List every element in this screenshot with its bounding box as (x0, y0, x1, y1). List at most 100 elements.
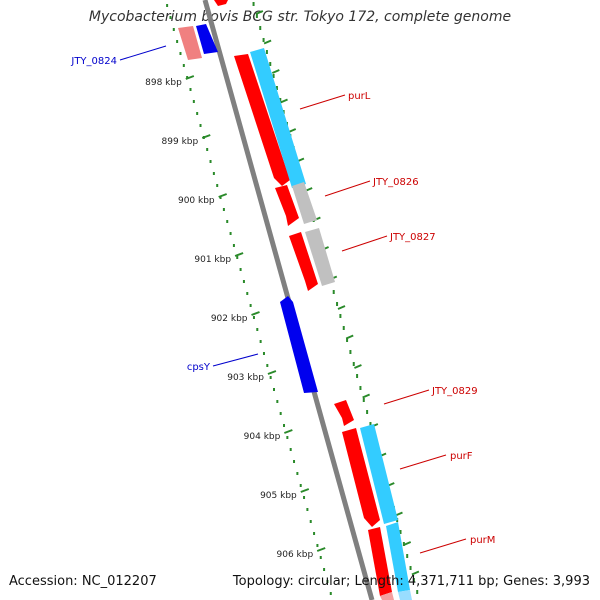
scale-dot (362, 398, 365, 402)
scale-dot (399, 530, 402, 534)
scale-dot (366, 410, 369, 414)
feature-purm-red (368, 527, 392, 596)
scale-dot (369, 422, 372, 426)
scale-label: 906 kbp (277, 550, 314, 560)
genome-summary-text: Topology: circular; Length: 4,371,711 bp… (232, 574, 590, 589)
scale-dot (309, 520, 312, 523)
scale-tick (201, 134, 211, 139)
scale-tick (271, 69, 280, 74)
scale-tick (362, 393, 371, 399)
scale-dot (316, 544, 319, 547)
scale-tick (288, 128, 297, 133)
scale-dot (272, 74, 275, 78)
scale-dot (349, 350, 352, 354)
scale-tick (263, 39, 272, 45)
scale-dot (346, 338, 349, 342)
scale-dot (299, 484, 302, 487)
scale-dot (256, 328, 259, 331)
leader-cpsy (212, 353, 259, 367)
scale-tick (354, 364, 362, 369)
scale-dot (249, 304, 252, 307)
scale-label: 904 kbp (244, 432, 281, 442)
scale-dot (406, 554, 409, 558)
leader-purf (399, 454, 447, 470)
scale-dot (196, 112, 199, 115)
scale-dot (252, 2, 255, 6)
scale-dot (206, 148, 209, 151)
scale-dot (293, 460, 296, 463)
scale-tick (218, 193, 228, 198)
scale-dot (252, 316, 255, 319)
scale-dot (416, 590, 419, 594)
leader-jty0824 (119, 45, 167, 61)
scale-dot (356, 374, 359, 378)
feature-jty0824-blue (196, 24, 218, 54)
scale-dot (272, 388, 275, 391)
gene-label-jty0824: JTY_0824 (70, 56, 117, 67)
scale-dot (172, 28, 175, 31)
leader-jty0827 (341, 235, 388, 252)
scale-dot (229, 232, 232, 235)
scale-dot (232, 244, 235, 247)
scale-dot (289, 448, 292, 451)
scale-dot (326, 580, 329, 583)
scale-dot (222, 208, 225, 211)
feature-purl-red (234, 54, 290, 186)
scale-dot (342, 326, 345, 330)
scale-dot (216, 184, 219, 187)
feature-purl-cyan (250, 48, 306, 188)
scale-dot (269, 376, 272, 379)
feature-jty0829-red (334, 400, 354, 426)
scale-dot (279, 412, 282, 415)
scale-dot (169, 16, 172, 19)
scale-tick (337, 305, 346, 310)
feature-purm-cyan (386, 522, 410, 592)
scale-dot (359, 386, 362, 390)
scale-dot (275, 86, 278, 90)
scale-dot (226, 220, 229, 223)
scale-label: 903 kbp (227, 373, 264, 383)
scale-dot (259, 26, 262, 30)
scale-dot (212, 172, 215, 175)
gene-label-purf: purF (450, 451, 473, 462)
gene-label-purl: purL (348, 91, 371, 102)
feature-jty0826-red (275, 185, 299, 226)
scale-dot (166, 4, 169, 7)
scale-dot (189, 88, 192, 91)
scale-dot (329, 592, 332, 595)
scale-tick (403, 541, 412, 546)
scale-label: 901 kbp (194, 255, 231, 265)
feature-jty0824-pink (178, 26, 202, 60)
scale-dot (409, 566, 412, 570)
scale-dot (219, 196, 222, 199)
scale-dot (279, 98, 282, 102)
scale-tick (251, 311, 260, 316)
gene-label-jty0827: JTY_0827 (389, 232, 436, 243)
scale-dot (319, 556, 322, 559)
feature-purm-lightcyan (398, 590, 412, 600)
scale-dot (199, 124, 202, 127)
scale-tick (345, 334, 354, 340)
leader-purl (299, 94, 346, 110)
accession-text: Accession: NC_012207 (9, 574, 157, 589)
scale-tick (300, 488, 310, 493)
scale-tick (185, 75, 195, 80)
feature-cpsy (280, 296, 318, 393)
feature-jty0827-red (289, 232, 318, 291)
scale-labels: 898 kbp 899 kbp 900 kbp 901 kbp 902 kbp 903 k… (145, 78, 313, 560)
scale-dot (265, 50, 268, 54)
scale-tick (316, 547, 326, 552)
scale-label: 900 kbp (178, 196, 215, 206)
scale-dot (283, 424, 286, 427)
scale-dot (352, 362, 355, 366)
scale-dot (276, 400, 279, 403)
feature-top-red (214, 0, 228, 6)
scale-dot (286, 436, 289, 439)
scale-dot (339, 314, 342, 318)
feature-purm-pink (380, 592, 394, 600)
scale-label: 899 kbp (162, 137, 199, 147)
scale-dot (306, 508, 309, 511)
gene-label-cpsy: cpsY (187, 362, 211, 373)
scale-dot (242, 280, 245, 283)
